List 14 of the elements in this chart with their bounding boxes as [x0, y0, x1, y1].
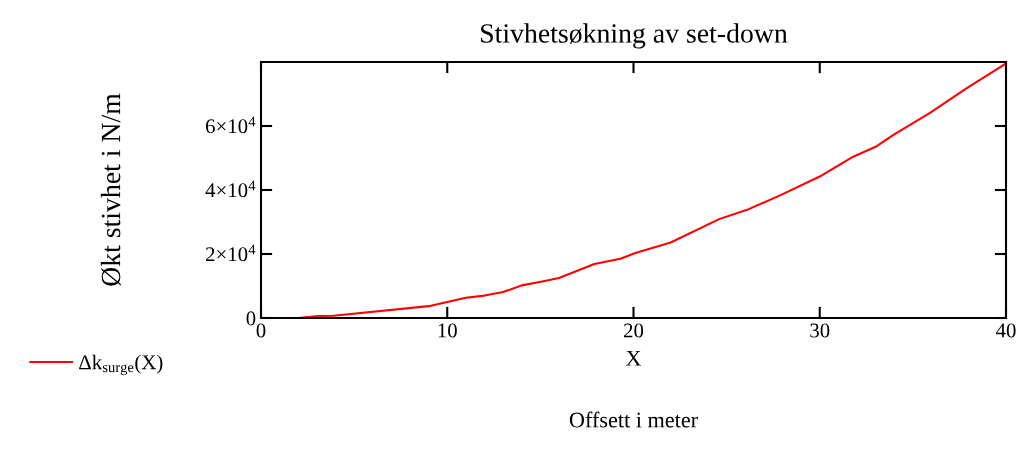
x-axis-title: X [625, 350, 642, 366]
text: Offsett i meter [569, 411, 698, 428]
x-tick-label: 20 [624, 323, 644, 338]
y-tick-label: 6×10$^{4}$ [205, 116, 256, 134]
x-tick-label: 0 [256, 323, 266, 338]
y-tick-label: 4×10$^{4}$ [205, 180, 256, 198]
x-tick-label: 30 [810, 323, 830, 338]
x-tick-label: 40 [995, 323, 1016, 338]
y-tick-label: 0 [246, 311, 256, 326]
x-tick-label: 10 [438, 323, 457, 338]
y-axis-title: Økt stivhet i N/m [100, 93, 121, 286]
chart-title: Stivhetsøkning av set-down [481, 23, 788, 49]
legend-label: Δk$_{surge}$(X) [79, 354, 163, 376]
y-tick-label: 2×10$^{4}$ [206, 244, 256, 262]
